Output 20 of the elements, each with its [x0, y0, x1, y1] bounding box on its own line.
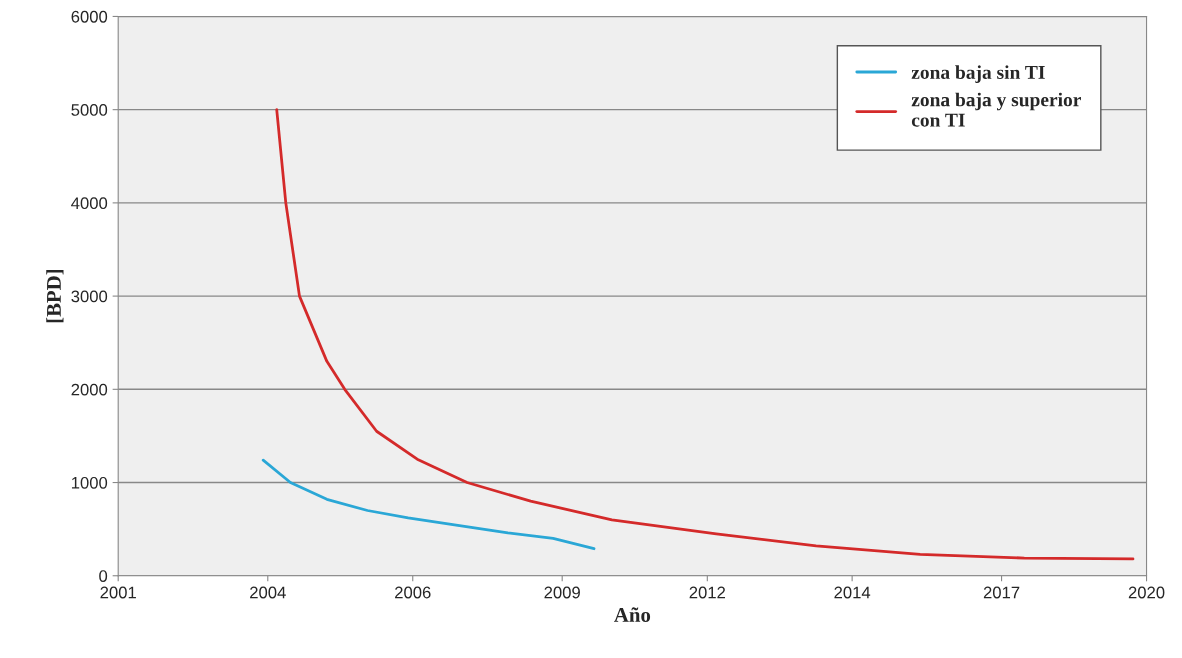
x-tick-label: 2017	[983, 586, 1020, 599]
y-tick-label: 2000	[71, 383, 108, 396]
x-tick-label: 2009	[544, 586, 580, 599]
y-tick-label: 3000	[71, 290, 108, 303]
x-axis-title: Año	[614, 607, 651, 622]
y-axis-title: [BPD]	[46, 269, 64, 323]
x-tick-label: 2014	[834, 586, 871, 599]
line-series	[261, 458, 596, 551]
x-tick-label: 2001	[100, 586, 136, 599]
y-tick-label: 4000	[71, 197, 108, 210]
y-tick-label: 6000	[71, 10, 108, 23]
x-tick-label: 2012	[689, 586, 726, 599]
y-tick-label: 0	[99, 570, 108, 582]
y-tick-label: 5000	[71, 104, 108, 116]
x-tick-label: 2006	[395, 586, 431, 599]
y-tick-label: 1000	[71, 476, 108, 489]
legend-label: zona baja sin TI	[911, 65, 1045, 83]
x-tick-label: 2020	[1128, 586, 1165, 599]
legend-label: zona baja y superior con TI	[911, 92, 1081, 127]
x-tick-label: 2004	[250, 586, 286, 599]
